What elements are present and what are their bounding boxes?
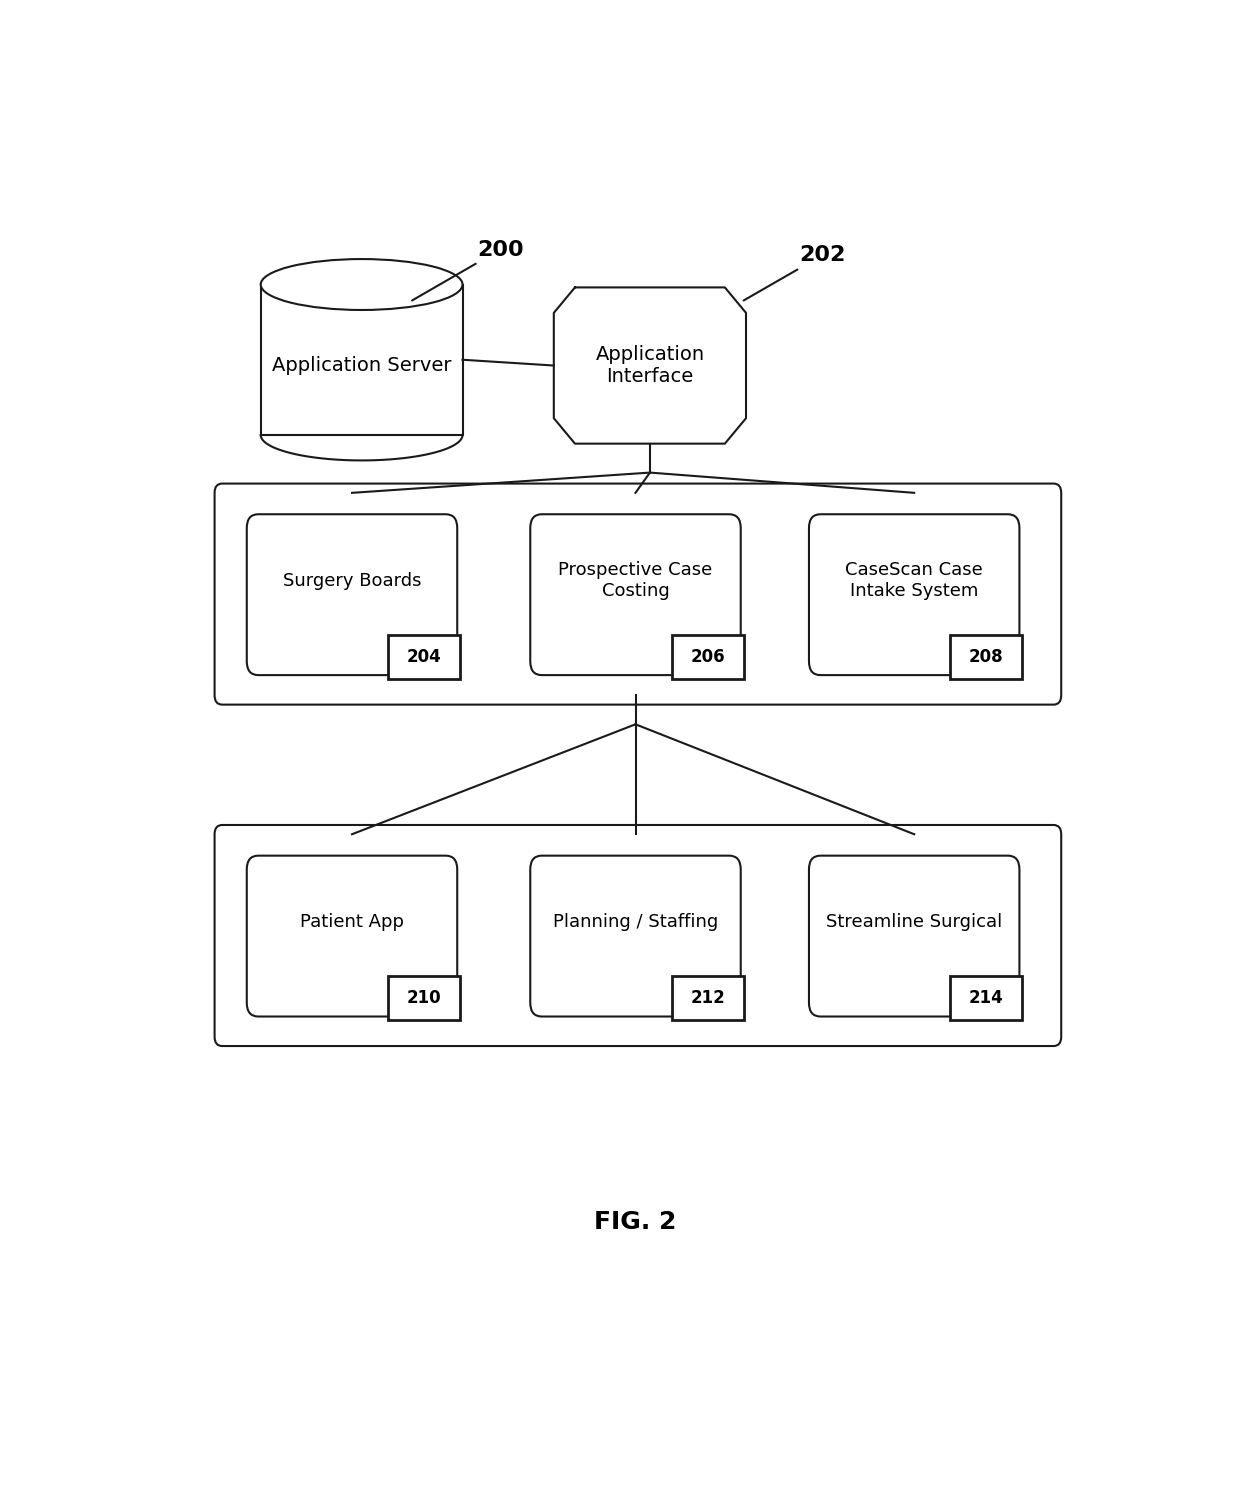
Text: Streamline Surgical: Streamline Surgical: [826, 914, 1002, 932]
FancyBboxPatch shape: [531, 514, 740, 675]
Text: Planning / Staffing: Planning / Staffing: [553, 914, 718, 932]
FancyBboxPatch shape: [247, 514, 458, 675]
Bar: [950, 977, 1022, 1021]
Text: CaseScan Case
Intake System: CaseScan Case Intake System: [846, 562, 983, 600]
Text: Application
Interface: Application Interface: [595, 346, 704, 386]
Ellipse shape: [260, 259, 463, 310]
Text: Patient App: Patient App: [300, 914, 404, 932]
Text: 214: 214: [968, 989, 1003, 1007]
Bar: [950, 634, 1022, 679]
Text: Prospective Case
Costing: Prospective Case Costing: [558, 562, 713, 600]
FancyBboxPatch shape: [215, 825, 1061, 1046]
FancyBboxPatch shape: [808, 514, 1019, 675]
Text: 210: 210: [407, 989, 441, 1007]
Text: Surgery Boards: Surgery Boards: [283, 571, 422, 589]
Bar: [388, 977, 460, 1021]
Text: Application Server: Application Server: [272, 356, 451, 376]
FancyBboxPatch shape: [247, 855, 458, 1016]
Bar: [260, 284, 463, 434]
Text: 204: 204: [407, 648, 441, 666]
Bar: [672, 634, 744, 679]
Text: 206: 206: [691, 648, 725, 666]
Text: FIG. 2: FIG. 2: [594, 1210, 677, 1234]
Text: 200: 200: [412, 239, 523, 301]
Text: 202: 202: [744, 245, 846, 301]
Bar: [672, 977, 744, 1021]
FancyBboxPatch shape: [531, 855, 740, 1016]
Text: 208: 208: [968, 648, 1003, 666]
Text: 212: 212: [691, 989, 725, 1007]
FancyBboxPatch shape: [808, 855, 1019, 1016]
Bar: [388, 634, 460, 679]
FancyBboxPatch shape: [215, 484, 1061, 705]
Polygon shape: [554, 287, 746, 443]
